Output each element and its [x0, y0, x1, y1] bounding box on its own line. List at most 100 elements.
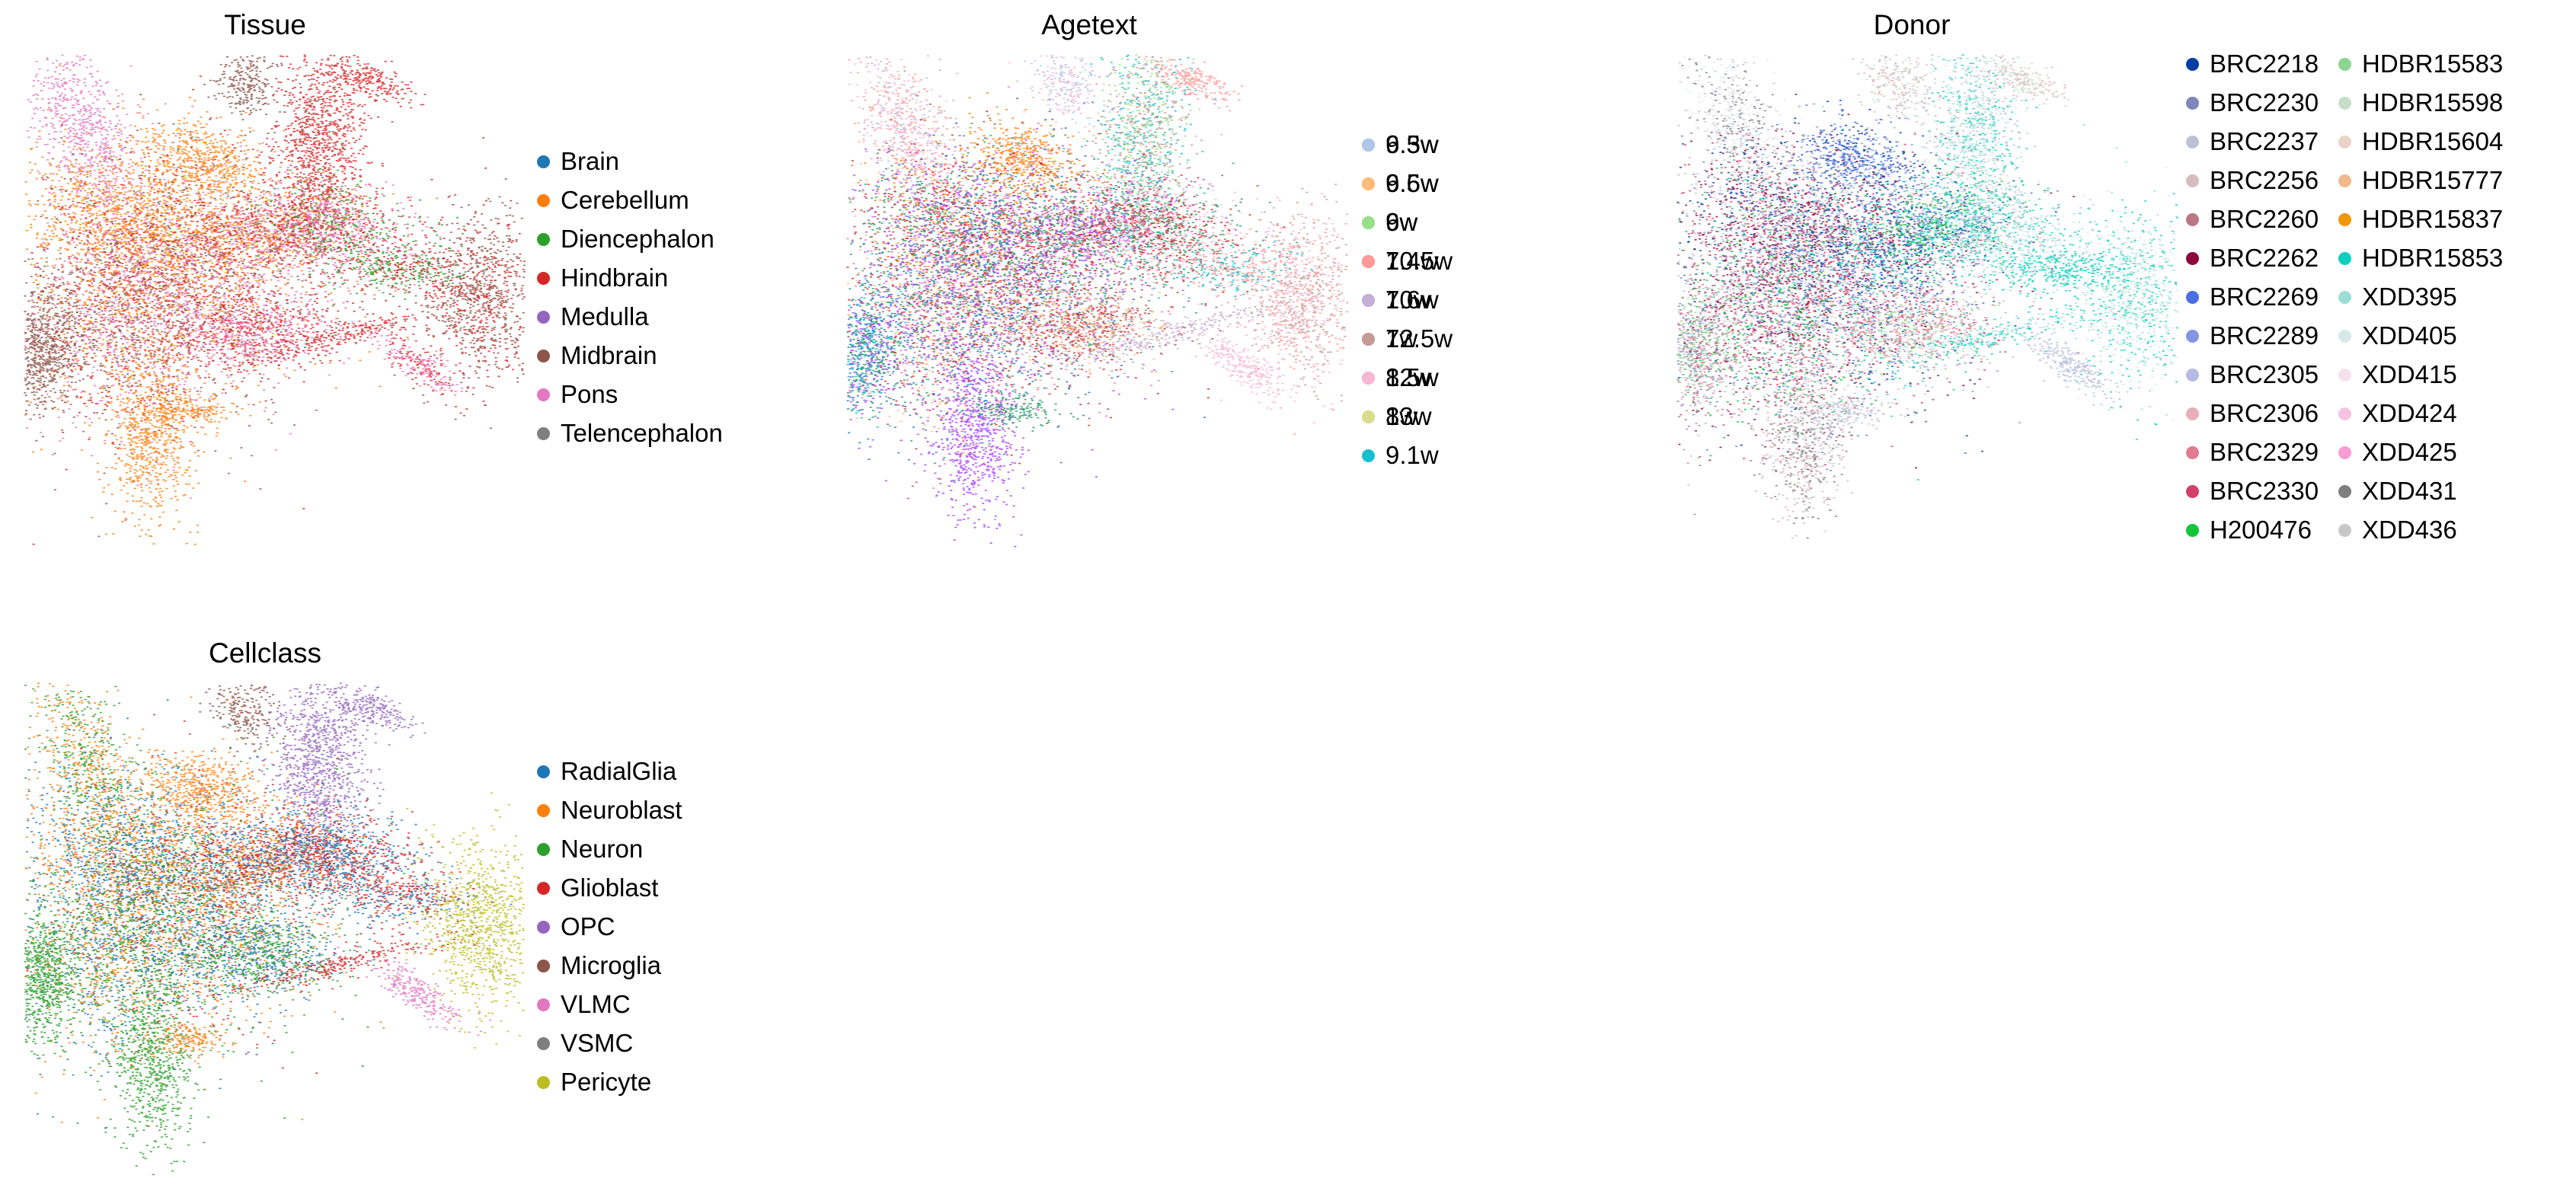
scatter-series-13 — [1807, 263, 2040, 380]
legend-item: 9.1w — [1362, 439, 1439, 472]
legend-label: Pons — [561, 380, 618, 408]
legend-item: 9w — [1362, 206, 1417, 239]
legend-swatch — [537, 1036, 550, 1050]
scatter-series-18 — [1960, 243, 2133, 306]
legend-label: 9.1w — [1385, 441, 1439, 469]
legend-label: 12.5w — [1385, 324, 1453, 353]
panel-title: Tissue — [224, 9, 306, 40]
legend-item: HDBR15583 — [2338, 47, 2503, 81]
scatter-series-10 — [1679, 145, 1910, 499]
scatter-series-9 — [1852, 56, 1957, 129]
legend-item: BRC2305 — [2186, 358, 2319, 391]
legend-swatch — [537, 920, 550, 934]
legend-label: BRC2269 — [2210, 283, 2319, 311]
scatter-series-21 — [1683, 56, 1810, 218]
scatter-series-6 — [337, 946, 492, 1036]
scatter-series-3 — [204, 791, 462, 935]
scatter-series-3 — [94, 271, 394, 388]
legend-item: BRC2269 — [2186, 280, 2319, 314]
legend-swatch — [2338, 174, 2351, 187]
legend-swatch — [537, 426, 550, 440]
legend-item: 10w — [1362, 283, 1432, 317]
legend-swatch — [537, 998, 550, 1011]
legend-label: XDD431 — [2362, 477, 2457, 505]
scatter-series-13 — [1676, 273, 1743, 458]
legend-swatch — [1362, 371, 1375, 385]
scatter-series-4 — [912, 303, 1040, 548]
scatter-series-10 — [1676, 265, 1748, 464]
legend-label: XDD395 — [2362, 283, 2457, 311]
legend-label: Midbrain — [561, 341, 657, 369]
scatter-series-3 — [846, 152, 1098, 456]
legend-swatch — [2338, 523, 2351, 537]
legend-label: VLMC — [561, 990, 631, 1018]
legend-label: 9.5w — [1385, 169, 1439, 197]
legend-label: 6.5w — [1385, 130, 1439, 158]
legend-label: BRC2330 — [2210, 477, 2319, 505]
legend-item: BRC2218 — [2186, 47, 2319, 81]
legend-item: XDD424 — [2338, 397, 2457, 430]
legend-item: H200476 — [2186, 513, 2312, 547]
scatter-series-2 — [134, 905, 376, 1006]
legend-label: 7w — [1385, 324, 1418, 353]
umap-scatter — [846, 54, 1348, 548]
umap-scatter — [24, 54, 526, 545]
legend-label: HDBR15598 — [2362, 88, 2504, 117]
legend-swatch — [2186, 407, 2199, 420]
legend-swatch — [537, 232, 550, 246]
panel-tissue: Tissue Brain Cerebellum Diencephalon Hindbr… — [0, 0, 762, 548]
legend-label: OPC — [561, 912, 615, 940]
legend-label: BRC2230 — [2210, 88, 2319, 117]
scatter-series-14 — [1968, 54, 2070, 107]
scatter-series-3 — [157, 800, 393, 912]
legend-item: HDBR15853 — [2338, 241, 2503, 275]
legend-item: 10.5w — [1362, 244, 1453, 278]
scatter-series-8 — [379, 792, 526, 1049]
legend-item: XDD395 — [2338, 280, 2457, 314]
panel-title: Donor — [1873, 9, 1951, 40]
legend-swatch — [2338, 135, 2351, 148]
scatter-series-1 — [91, 299, 217, 545]
legend-label: 9.3w — [1385, 130, 1439, 158]
legend-swatch — [2338, 484, 2351, 498]
scatter-series-3 — [320, 55, 427, 109]
legend-swatch — [1362, 410, 1375, 423]
legend-swatch — [1362, 449, 1375, 462]
legend-item: Neuroblast — [537, 794, 682, 827]
legend-label: BRC2305 — [2210, 360, 2319, 388]
legend-swatch — [537, 1075, 550, 1089]
legend-item: XDD425 — [2338, 436, 2457, 469]
legend-swatch — [2338, 251, 2351, 265]
legend-item: HDBR15837 — [2338, 203, 2503, 236]
scatter-series-5 — [188, 684, 289, 771]
legend-label: Microglia — [561, 951, 662, 979]
scatter-series-3 — [852, 110, 1231, 480]
legend: 6.5w 6.6w 6w 7.4w 7.6w 7w 8.5w 8w 9.1w 9.3w 9.5w 9w… — [1362, 128, 1651, 469]
legend-label: Neuron — [561, 835, 644, 863]
scatter-series-5 — [203, 55, 302, 134]
scatter-series-12 — [848, 58, 980, 244]
legend-label: Pericyte — [561, 1068, 652, 1096]
legend-label: HDBR15837 — [2362, 205, 2504, 233]
panel-agetext: Agetext 6.5w 6.6w 6w 7.4w 7.6w 7w 8.5w 8w 9.1w 9.… — [823, 0, 1660, 548]
scatter-series-1 — [24, 141, 290, 482]
legend-swatch — [2186, 290, 2199, 304]
umap-scatter — [24, 682, 526, 1176]
legend-swatch — [2186, 135, 2199, 148]
legend-item: BRC2237 — [2186, 125, 2319, 158]
legend-label: BRC2256 — [2210, 166, 2319, 194]
legend-item: BRC2289 — [2186, 319, 2319, 353]
legend-item: HDBR15604 — [2338, 125, 2503, 158]
panel-title: Cellclass — [208, 637, 322, 669]
legend-item: HDBR15777 — [2338, 164, 2503, 197]
umap-scatter — [1676, 54, 2178, 539]
panel-cellclass: Cellclass RadialGlia Neuroblast Neuron Glio… — [0, 628, 762, 1188]
legend-label: XDD425 — [2362, 438, 2457, 466]
scatter-series-13 — [849, 55, 980, 248]
legend-item: OPC — [537, 910, 615, 944]
legend-swatch — [2186, 446, 2199, 459]
legend-swatch — [537, 959, 550, 972]
legend-label: 6.6w — [1385, 169, 1439, 197]
legend: BRC2218 BRC2230 BRC2237 BRC2256 BRC2260 BRC22… — [2186, 47, 2571, 557]
legend-item: 6.6w — [1362, 167, 1439, 200]
